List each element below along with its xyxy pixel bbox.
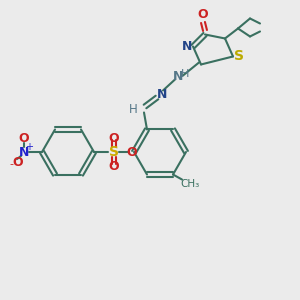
Text: H: H	[181, 70, 189, 80]
Text: O: O	[109, 160, 119, 172]
Text: N: N	[182, 40, 192, 53]
Text: O: O	[13, 155, 23, 169]
Text: CH₃: CH₃	[180, 178, 200, 188]
Text: O: O	[127, 146, 137, 158]
Text: N: N	[19, 146, 29, 158]
Text: O: O	[109, 131, 119, 145]
Text: S: S	[234, 50, 244, 64]
Text: O: O	[19, 133, 29, 146]
Text: H: H	[129, 103, 137, 116]
Text: N: N	[173, 70, 183, 83]
Text: O: O	[198, 8, 208, 21]
Text: N: N	[157, 88, 167, 101]
Text: -: -	[9, 159, 13, 169]
Text: +: +	[25, 142, 33, 152]
Text: S: S	[109, 145, 119, 159]
